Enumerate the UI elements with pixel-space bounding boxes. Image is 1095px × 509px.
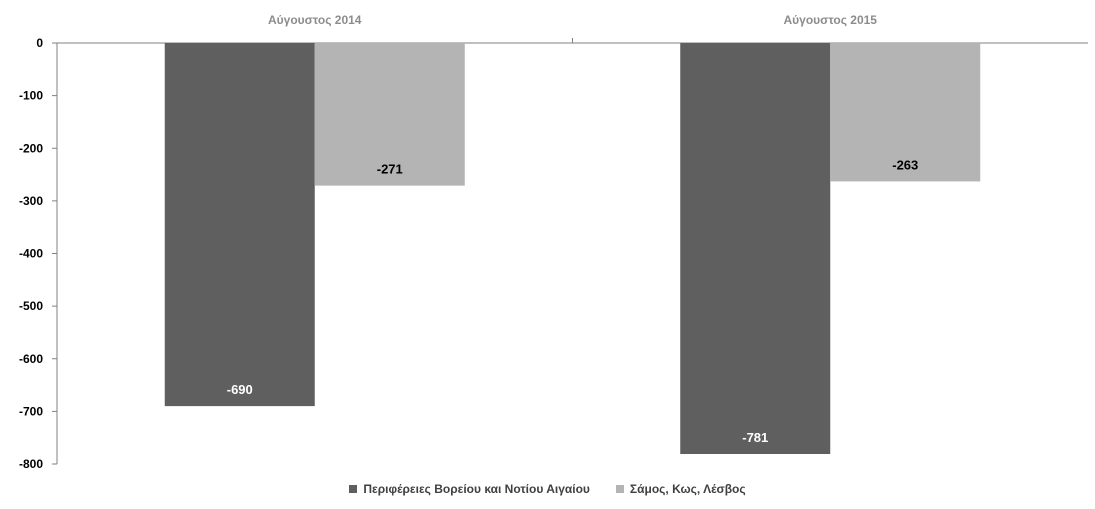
y-tick-label: -500 [19,299,43,313]
legend: Περιφέρειες Βορείου και Νοτίου Αιγαίου Σ… [0,482,1095,496]
x-category-label: Αύγουστος 2014 [268,13,362,27]
bar [314,43,465,186]
data-label: -271 [377,162,403,177]
legend-swatch-series-1 [349,485,358,493]
data-label: -690 [227,382,253,397]
bar [830,43,981,182]
legend-swatch-series-2 [615,485,624,493]
bar [680,43,831,455]
y-tick-label: -700 [19,404,43,418]
legend-item-series-2: Σάμος, Κως, Λέσβος [615,482,746,496]
legend-item-series-1: Περιφέρειες Βορείου και Νοτίου Αιγαίου [349,482,590,496]
chart-canvas: 0 -100 -200 -300 -400 -500 -600 -700 -800 Αύγουστ… [19,13,1088,471]
y-tick-label: -100 [19,89,43,103]
legend-label-series-2: Σάμος, Κως, Λέσβος [629,482,746,496]
y-tick-label: 0 [36,36,43,50]
data-label: -263 [892,157,918,172]
y-tick-label: -600 [19,352,43,366]
y-tick-label: -800 [19,457,43,471]
y-tick-label: -200 [19,141,43,155]
y-tick-label: -300 [19,194,43,208]
x-category-label: Αύγουστος 2015 [784,13,878,27]
legend-label-series-1: Περιφέρειες Βορείου και Νοτίου Αιγαίου [363,482,590,496]
bar [164,43,315,407]
data-label: -781 [742,430,768,445]
y-tick-label: -400 [19,247,43,261]
